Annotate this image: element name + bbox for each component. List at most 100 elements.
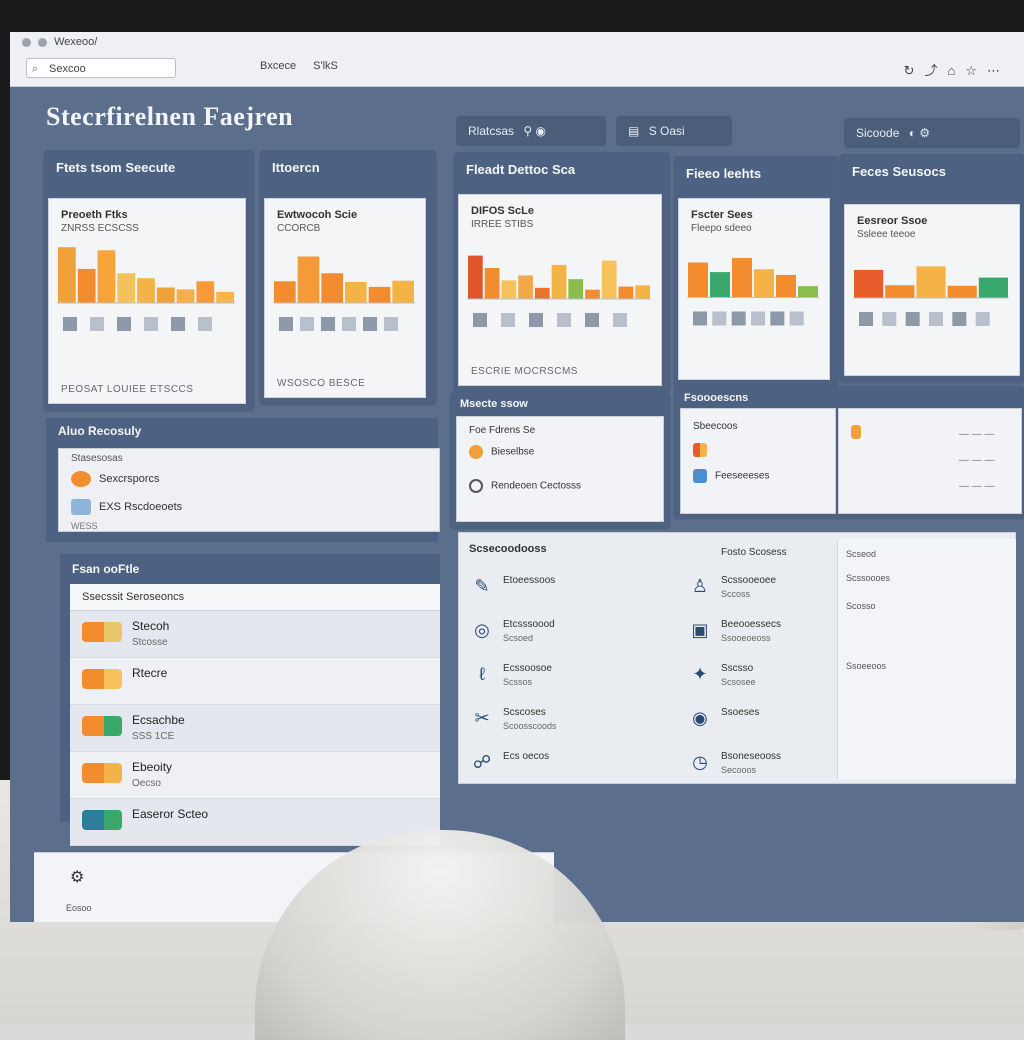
mid-row-label: Bieselbse [491, 446, 535, 458]
directory-item[interactable]: ✎ Etoeessoos [467, 567, 667, 611]
chart-panel-subtitle: Ssleee teeoe [857, 229, 916, 240]
bar [534, 287, 550, 299]
list-item[interactable]: Rtecre [70, 658, 440, 705]
side-row[interactable]: Ssoeeoos [846, 661, 887, 671]
chart-icon: ▤ [628, 124, 640, 138]
chart-card: Fleadt Dettoc Sca DIFOS ScLe IRREE STIBS ES… [454, 152, 670, 392]
mid-row[interactable]: Rendeoen Cectosss [469, 479, 581, 493]
activity-card: Aluo Recosuly Stasesosas Sexcrsporcs EXS… [46, 418, 440, 542]
directory-item[interactable]: ✂ Scscoses Scoosscoods [467, 699, 667, 743]
share-icon[interactable]: ⤴ [924, 63, 948, 78]
thumbnail [929, 312, 943, 326]
directory-item[interactable]: ✦ Sscsso Scsosee [685, 655, 885, 699]
chart-card-title: Ittoercn [272, 160, 320, 175]
toolbar-item-2[interactable]: S'lkS [313, 60, 338, 72]
list-item[interactable]: Stecoh Stcosse [70, 611, 440, 658]
thumbnail [613, 313, 627, 327]
home-icon[interactable]: ⌂ [947, 63, 966, 78]
directory-item-sub: Scoosscoods [503, 721, 557, 731]
reload-icon[interactable]: ↻ [903, 63, 925, 78]
directory-item[interactable]: ♙ Scssooeoee Sccoss [685, 567, 885, 611]
list-item[interactable]: Ecsachbe SSS 1CE [70, 705, 440, 752]
directory-item[interactable]: ℓ Ecssoosoe Scssos [467, 655, 667, 699]
header-chart-button[interactable]: ▤ S Oasi [616, 116, 732, 146]
activity-row[interactable]: Sexcrsporcs [71, 471, 160, 487]
bar [321, 273, 343, 303]
item-thumbnail-icon [82, 716, 122, 736]
list-header: Ssecssit Seroseoncs [70, 584, 440, 611]
address-text: Sexcoo [49, 63, 86, 75]
directory-item[interactable]: ▣ Beeooessecs Ssooeoeoss [685, 611, 885, 655]
item-meta: Oecso [132, 778, 161, 789]
bottom-toolbar-label: Eosoo [66, 903, 92, 913]
mid-row-label: Sbeecoos [693, 421, 738, 432]
bar [710, 272, 730, 298]
window-minimize-icon[interactable] [38, 37, 48, 47]
directory-item[interactable]: ☍ Ecs oecos [467, 743, 667, 787]
activity-row[interactable]: EXS Rscdoeoets [71, 499, 182, 515]
directory-item-name: Ssoeses [721, 707, 760, 718]
bookmark-icon[interactable]: ☆ [965, 63, 987, 78]
window-close-icon[interactable] [22, 37, 31, 47]
chart-panel[interactable]: Eesreor Ssoe Ssleee teeoe [844, 204, 1020, 376]
header-user-button[interactable]: Sicoode ◐ ⚙ [844, 118, 1020, 148]
bar [518, 275, 533, 299]
directory-item[interactable]: ◎ Etcsssoood Scsoed [467, 611, 667, 655]
bar [501, 280, 517, 299]
side-row[interactable]: Scosso [846, 601, 876, 611]
bar-chart [687, 257, 819, 326]
chart-card: Ftets tsom Seecute Preoeth Ftks ZNRSS ECSC… [44, 150, 254, 410]
chart-panel[interactable]: Preoeth Ftks ZNRSS ECSCSS PEOSAT LOUIEE ET… [48, 198, 246, 404]
item-name: Stecoh [132, 619, 170, 633]
chart-panel[interactable]: Fscter Sees Fleepo sdeeo [678, 198, 830, 380]
list-item[interactable]: Easeror Scteo [70, 799, 440, 846]
list-card-title: Fsan ooFtle [72, 562, 140, 576]
mid-card-left-title: Msecte ssow [460, 398, 528, 410]
toolbar-item-1[interactable]: Bxcece [260, 60, 297, 72]
more-icon[interactable]: ⋯ [987, 63, 1010, 78]
mid-row[interactable]: Foe Fdrens Se [469, 425, 535, 436]
chart-panel[interactable]: Ewtwocoh Scie CCORCB WSOSCO BESCE [264, 198, 426, 398]
thumbnail [63, 317, 77, 331]
chart-panel-footer: PEOSAT LOUIEE ETSCCS [61, 384, 194, 395]
thumbnail [117, 317, 131, 331]
mid-row[interactable] [693, 443, 715, 457]
chart-panel-title: Ewtwocoh Scie [277, 209, 358, 221]
chart-panel[interactable]: DIFOS ScLe IRREE STIBS ESCRIE MOCRSCMS [458, 194, 662, 386]
bar [947, 285, 977, 298]
side-row[interactable]: Scssoooes [846, 573, 891, 583]
mid-row[interactable]: Feeseeeses [693, 469, 769, 483]
directory-item-sub: Scsosee [721, 677, 756, 687]
browser-chrome: Wexeoo/ ⌕ Sexcoo Bxcece S'lkS ↻⤴⌂☆⋯ [10, 32, 1024, 87]
directory-item[interactable]: ◷ Bsoneseooss Secooos [685, 743, 885, 787]
directory-item[interactable]: ◉ Ssoeses [685, 699, 885, 743]
header-search-button[interactable]: Rlatcsas ⚲ ◉ [456, 116, 606, 146]
chart-card-title: Fleadt Dettoc Sca [466, 162, 576, 177]
bar [274, 281, 296, 303]
list-item[interactable]: Ebeoity Oecso [70, 752, 440, 799]
chart-card: Feces Seusocs Eesreor Ssoe Ssleee teeoe [840, 154, 1024, 382]
mid-card-right: Fsoooescns Sbeecoos Feeseeeses — — — — —… [674, 386, 1024, 518]
directory-item-icon: ✂ [474, 708, 490, 728]
side-row[interactable]: Scseod [846, 549, 877, 559]
mid-value: — — — [959, 481, 995, 492]
chart-panel-subtitle: ZNRSS ECSCSS [61, 223, 139, 234]
mid-row-label: Rendeoen Cectosss [491, 480, 582, 492]
chart-panel-subtitle: Fleepo sdeeo [691, 223, 752, 234]
bar [885, 285, 915, 298]
mid-value: — — — [959, 455, 995, 466]
activity-row-icon [71, 471, 91, 487]
mid-row[interactable]: Bieselbse [469, 445, 534, 459]
mid-row-label: Feeseeeses [715, 470, 770, 482]
bar [551, 264, 567, 299]
address-bar[interactable]: ⌕ Sexcoo [26, 58, 176, 78]
browser-toolbar: Bxcece S'lkS [260, 60, 352, 72]
directory-item-sub: Scssos [503, 677, 533, 687]
bar [176, 289, 195, 303]
directory-column-2: Fosto Scosess ♙ Scssooeoee Sccoss ▣ Beeooesse… [685, 547, 885, 787]
settings-icon[interactable]: ⚙ [70, 869, 85, 886]
bar [297, 256, 320, 303]
mid-row[interactable]: Sbeecoos [693, 421, 737, 432]
chart-panel-subtitle: IRREE STIBS [471, 219, 534, 230]
item-thumbnail-icon [82, 763, 122, 783]
